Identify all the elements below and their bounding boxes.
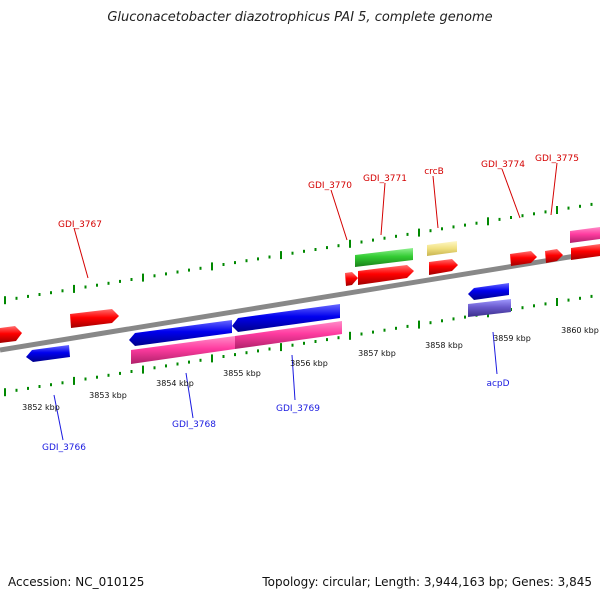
label-GDI_3768[interactable]: GDI_3768 xyxy=(172,420,216,430)
scale-label-3858: 3858 kbp xyxy=(425,341,463,350)
forward-strand-genes xyxy=(0,227,600,343)
gene-GDI_3766[interactable] xyxy=(26,345,70,362)
scale-label-3859: 3859 kbp xyxy=(493,334,531,343)
gene-GDI_3768[interactable] xyxy=(131,336,235,364)
scale-label-3857: 3857 kbp xyxy=(358,349,396,358)
scale-label-3852: 3852 kbp xyxy=(22,403,60,412)
scale-label-3854: 3854 kbp xyxy=(156,379,194,388)
gene-GDI_3775[interactable] xyxy=(545,249,563,263)
gene-acpD[interactable] xyxy=(468,299,511,317)
gene-GDI_3768-cds[interactable] xyxy=(129,320,232,346)
genome-backbone xyxy=(0,249,600,353)
gene-crcB[interactable] xyxy=(429,259,458,275)
gene-GDI_3767[interactable] xyxy=(70,309,119,328)
gene-GDI_3771-green[interactable] xyxy=(355,248,413,267)
genome-summary: Topology: circular; Length: 3,944,163 bp… xyxy=(262,575,592,589)
scale-label-3853: 3853 kbp xyxy=(89,391,127,400)
gene-right-red[interactable] xyxy=(571,244,600,260)
label-acpD[interactable]: acpD xyxy=(486,379,509,389)
gene-GDI_3771[interactable] xyxy=(358,265,414,285)
gene-right-pink[interactable] xyxy=(570,227,600,243)
gene-GDI_3769[interactable] xyxy=(235,321,342,349)
label-crcB[interactable]: crcB xyxy=(424,167,444,177)
scale-label-3860: 3860 kbp xyxy=(561,326,599,335)
gene-acpD-cds[interactable] xyxy=(468,283,509,300)
label-GDI_3771[interactable]: GDI_3771 xyxy=(363,174,407,184)
accession-label: Accession: NC_010125 xyxy=(8,575,145,589)
gene-GDI_3769-cds[interactable] xyxy=(232,304,340,332)
gene-GDI_3774[interactable] xyxy=(510,251,537,266)
label-GDI_3769[interactable]: GDI_3769 xyxy=(276,404,320,414)
scale-label-3856: 3856 kbp xyxy=(290,359,328,368)
label-GDI_3775[interactable]: GDI_3775 xyxy=(535,154,579,164)
gene-GDI_3770[interactable] xyxy=(345,272,358,286)
gene-crcB-yellow[interactable] xyxy=(427,241,457,256)
label-GDI_3774[interactable]: GDI_3774 xyxy=(481,160,525,170)
label-GDI_3770[interactable]: GDI_3770 xyxy=(308,181,352,191)
scale-label-3855: 3855 kbp xyxy=(223,369,261,378)
label-callouts xyxy=(53,162,558,441)
reverse-strand-genes xyxy=(26,283,511,364)
label-GDI_3767[interactable]: GDI_3767 xyxy=(58,220,102,230)
forward-tick-track xyxy=(4,202,593,305)
gene-left-edge[interactable] xyxy=(0,326,22,343)
label-GDI_3766[interactable]: GDI_3766 xyxy=(42,443,86,453)
map-title: Gluconacetobacter diazotrophicus PAI 5, … xyxy=(107,10,493,25)
reverse-tick-track xyxy=(4,294,593,397)
